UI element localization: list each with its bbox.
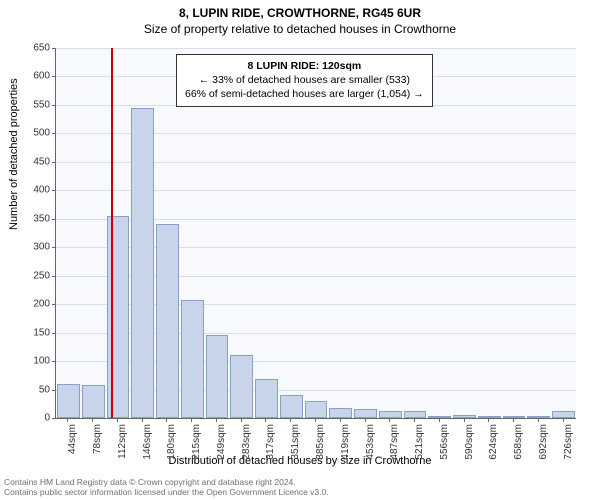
y-tick — [52, 276, 56, 277]
bar — [181, 300, 204, 418]
x-tick — [365, 418, 366, 422]
bar — [82, 385, 105, 418]
x-tick-label: 726sqm — [563, 424, 574, 474]
y-tick-label: 150 — [0, 327, 50, 338]
y-tick-label: 200 — [0, 299, 50, 310]
x-tick-label: 658sqm — [513, 424, 524, 474]
y-tick-label: 650 — [0, 43, 50, 54]
chart-container: 8 LUPIN RIDE: 120sqm← 33% of detached ho… — [55, 48, 575, 418]
x-tick-label: 283sqm — [241, 424, 252, 474]
x-tick-label: 419sqm — [340, 424, 351, 474]
y-tick — [52, 418, 56, 419]
x-tick — [67, 418, 68, 422]
y-tick — [52, 247, 56, 248]
bar — [206, 335, 229, 418]
x-tick — [142, 418, 143, 422]
bar — [57, 384, 80, 418]
y-tick-label: 400 — [0, 185, 50, 196]
bar — [255, 379, 278, 418]
info-box-line: 66% of semi-detached houses are larger (… — [185, 87, 424, 101]
y-tick-label: 250 — [0, 270, 50, 281]
bar — [156, 224, 179, 418]
bar — [329, 408, 352, 418]
footer-line-1: Contains HM Land Registry data © Crown c… — [4, 477, 329, 488]
bar — [404, 411, 427, 418]
y-tick — [52, 304, 56, 305]
page-subtitle: Size of property relative to detached ho… — [0, 22, 600, 36]
bar — [552, 411, 575, 418]
y-tick-label: 350 — [0, 213, 50, 224]
x-tick-label: 692sqm — [538, 424, 549, 474]
x-tick — [513, 418, 514, 422]
y-tick — [52, 76, 56, 77]
info-box-line: ← 33% of detached houses are smaller (53… — [185, 73, 424, 87]
x-tick — [563, 418, 564, 422]
x-tick — [191, 418, 192, 422]
bar — [131, 108, 154, 418]
x-tick — [488, 418, 489, 422]
x-tick — [340, 418, 341, 422]
y-tick — [52, 333, 56, 334]
footer-line-2: Contains public sector information licen… — [4, 487, 329, 498]
x-tick — [117, 418, 118, 422]
y-tick — [52, 48, 56, 49]
x-tick — [389, 418, 390, 422]
y-tick-label: 0 — [0, 413, 50, 424]
y-tick-label: 50 — [0, 384, 50, 395]
x-tick-label: 521sqm — [414, 424, 425, 474]
x-tick — [241, 418, 242, 422]
x-tick — [166, 418, 167, 422]
x-tick — [464, 418, 465, 422]
y-tick — [52, 190, 56, 191]
y-tick — [52, 105, 56, 106]
y-tick — [52, 361, 56, 362]
x-tick — [315, 418, 316, 422]
y-tick-label: 100 — [0, 356, 50, 367]
x-tick-label: 351sqm — [290, 424, 301, 474]
x-tick-label: 146sqm — [142, 424, 153, 474]
x-tick-label: 590sqm — [464, 424, 475, 474]
x-tick — [439, 418, 440, 422]
x-tick — [265, 418, 266, 422]
x-tick-label: 453sqm — [365, 424, 376, 474]
gridline — [56, 48, 576, 49]
y-tick — [52, 219, 56, 220]
y-tick-label: 500 — [0, 128, 50, 139]
y-tick-label: 550 — [0, 99, 50, 110]
x-tick — [216, 418, 217, 422]
info-box-title: 8 LUPIN RIDE: 120sqm — [185, 59, 424, 73]
page-title: 8, LUPIN RIDE, CROWTHORNE, RG45 6UR — [0, 6, 600, 20]
x-tick-label: 249sqm — [216, 424, 227, 474]
marker-line — [111, 48, 113, 418]
bar — [354, 409, 377, 418]
bar — [379, 411, 402, 418]
bar — [230, 355, 253, 418]
x-tick-label: 385sqm — [315, 424, 326, 474]
x-tick — [414, 418, 415, 422]
y-tick — [52, 390, 56, 391]
plot-area: 8 LUPIN RIDE: 120sqm← 33% of detached ho… — [55, 48, 576, 419]
y-tick — [52, 133, 56, 134]
y-tick-label: 600 — [0, 71, 50, 82]
x-tick-label: 44sqm — [67, 424, 78, 474]
x-tick-label: 487sqm — [389, 424, 400, 474]
x-tick-label: 624sqm — [488, 424, 499, 474]
x-tick-label: 556sqm — [439, 424, 450, 474]
bar — [305, 401, 328, 418]
y-tick-label: 300 — [0, 242, 50, 253]
x-tick — [538, 418, 539, 422]
bar — [107, 216, 130, 418]
y-tick — [52, 162, 56, 163]
y-tick-label: 450 — [0, 156, 50, 167]
x-tick-label: 112sqm — [117, 424, 128, 474]
x-tick-label: 78sqm — [92, 424, 103, 474]
x-tick — [290, 418, 291, 422]
x-tick-label: 215sqm — [191, 424, 202, 474]
bar — [280, 395, 303, 418]
info-box: 8 LUPIN RIDE: 120sqm← 33% of detached ho… — [176, 54, 433, 107]
footer-attribution: Contains HM Land Registry data © Crown c… — [4, 477, 329, 498]
x-tick-label: 180sqm — [166, 424, 177, 474]
x-tick — [92, 418, 93, 422]
x-tick-label: 317sqm — [265, 424, 276, 474]
